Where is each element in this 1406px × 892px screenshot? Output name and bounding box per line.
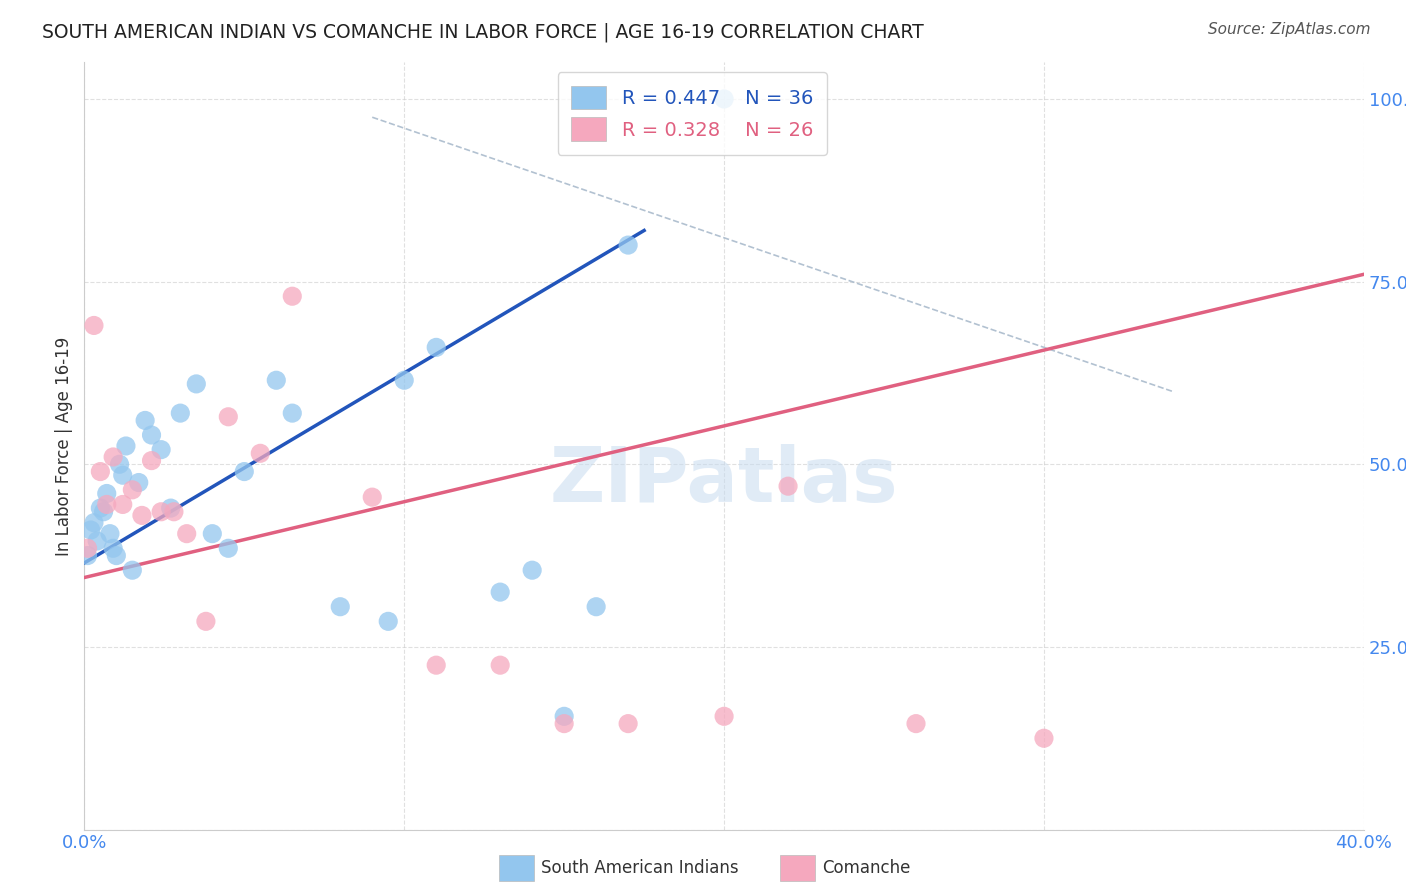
Point: [361, 490, 384, 504]
Point: [617, 716, 640, 731]
Point: [89, 501, 111, 516]
Point: [585, 599, 607, 614]
Point: [134, 413, 156, 427]
Point: [281, 289, 304, 303]
Point: [128, 475, 150, 490]
Point: [553, 709, 575, 723]
Point: [194, 615, 217, 629]
Point: [83, 318, 105, 333]
Point: [76, 541, 98, 556]
Text: SOUTH AMERICAN INDIAN VS COMANCHE IN LABOR FORCE | AGE 16-19 CORRELATION CHART: SOUTH AMERICAN INDIAN VS COMANCHE IN LAB…: [42, 22, 924, 42]
Point: [713, 92, 735, 106]
Point: [121, 483, 143, 497]
Point: [201, 526, 224, 541]
Point: [89, 465, 111, 479]
Point: [217, 541, 239, 556]
Point: [186, 376, 208, 391]
Point: [425, 340, 447, 354]
Point: [141, 428, 163, 442]
Point: [489, 658, 512, 673]
Point: [96, 498, 118, 512]
Point: [150, 505, 173, 519]
Point: [489, 585, 512, 599]
Point: [121, 563, 143, 577]
Point: [553, 716, 575, 731]
Point: [96, 486, 118, 500]
Point: [329, 599, 352, 614]
Point: [169, 406, 191, 420]
Point: [617, 238, 640, 252]
Text: Source: ZipAtlas.com: Source: ZipAtlas.com: [1208, 22, 1371, 37]
Point: [159, 501, 181, 516]
Point: [111, 468, 134, 483]
Point: [249, 446, 271, 460]
Point: [264, 373, 288, 387]
Point: [713, 709, 735, 723]
Text: ZIPatlas: ZIPatlas: [550, 443, 898, 517]
Point: [394, 373, 416, 387]
Point: [522, 563, 544, 577]
Point: [776, 479, 799, 493]
Text: South American Indians: South American Indians: [541, 859, 740, 877]
Text: Comanche: Comanche: [823, 859, 911, 877]
Point: [111, 498, 134, 512]
Point: [1032, 731, 1054, 746]
Point: [176, 526, 198, 541]
Point: [131, 508, 153, 523]
Point: [93, 505, 115, 519]
Point: [76, 549, 98, 563]
Point: [98, 526, 121, 541]
Point: [281, 406, 304, 420]
Point: [83, 516, 105, 530]
Point: [80, 523, 103, 537]
Point: [163, 505, 186, 519]
Point: [105, 549, 128, 563]
Point: [377, 615, 399, 629]
Point: [233, 465, 256, 479]
Point: [150, 442, 173, 457]
Point: [115, 439, 138, 453]
Point: [425, 658, 447, 673]
Point: [101, 450, 124, 464]
Point: [101, 541, 124, 556]
Point: [141, 453, 163, 467]
Legend: R = 0.447    N = 36, R = 0.328    N = 26: R = 0.447 N = 36, R = 0.328 N = 26: [558, 72, 827, 154]
Point: [217, 409, 239, 424]
Y-axis label: In Labor Force | Age 16-19: In Labor Force | Age 16-19: [55, 336, 73, 556]
Point: [108, 457, 131, 471]
Point: [86, 533, 108, 548]
Point: [905, 716, 928, 731]
